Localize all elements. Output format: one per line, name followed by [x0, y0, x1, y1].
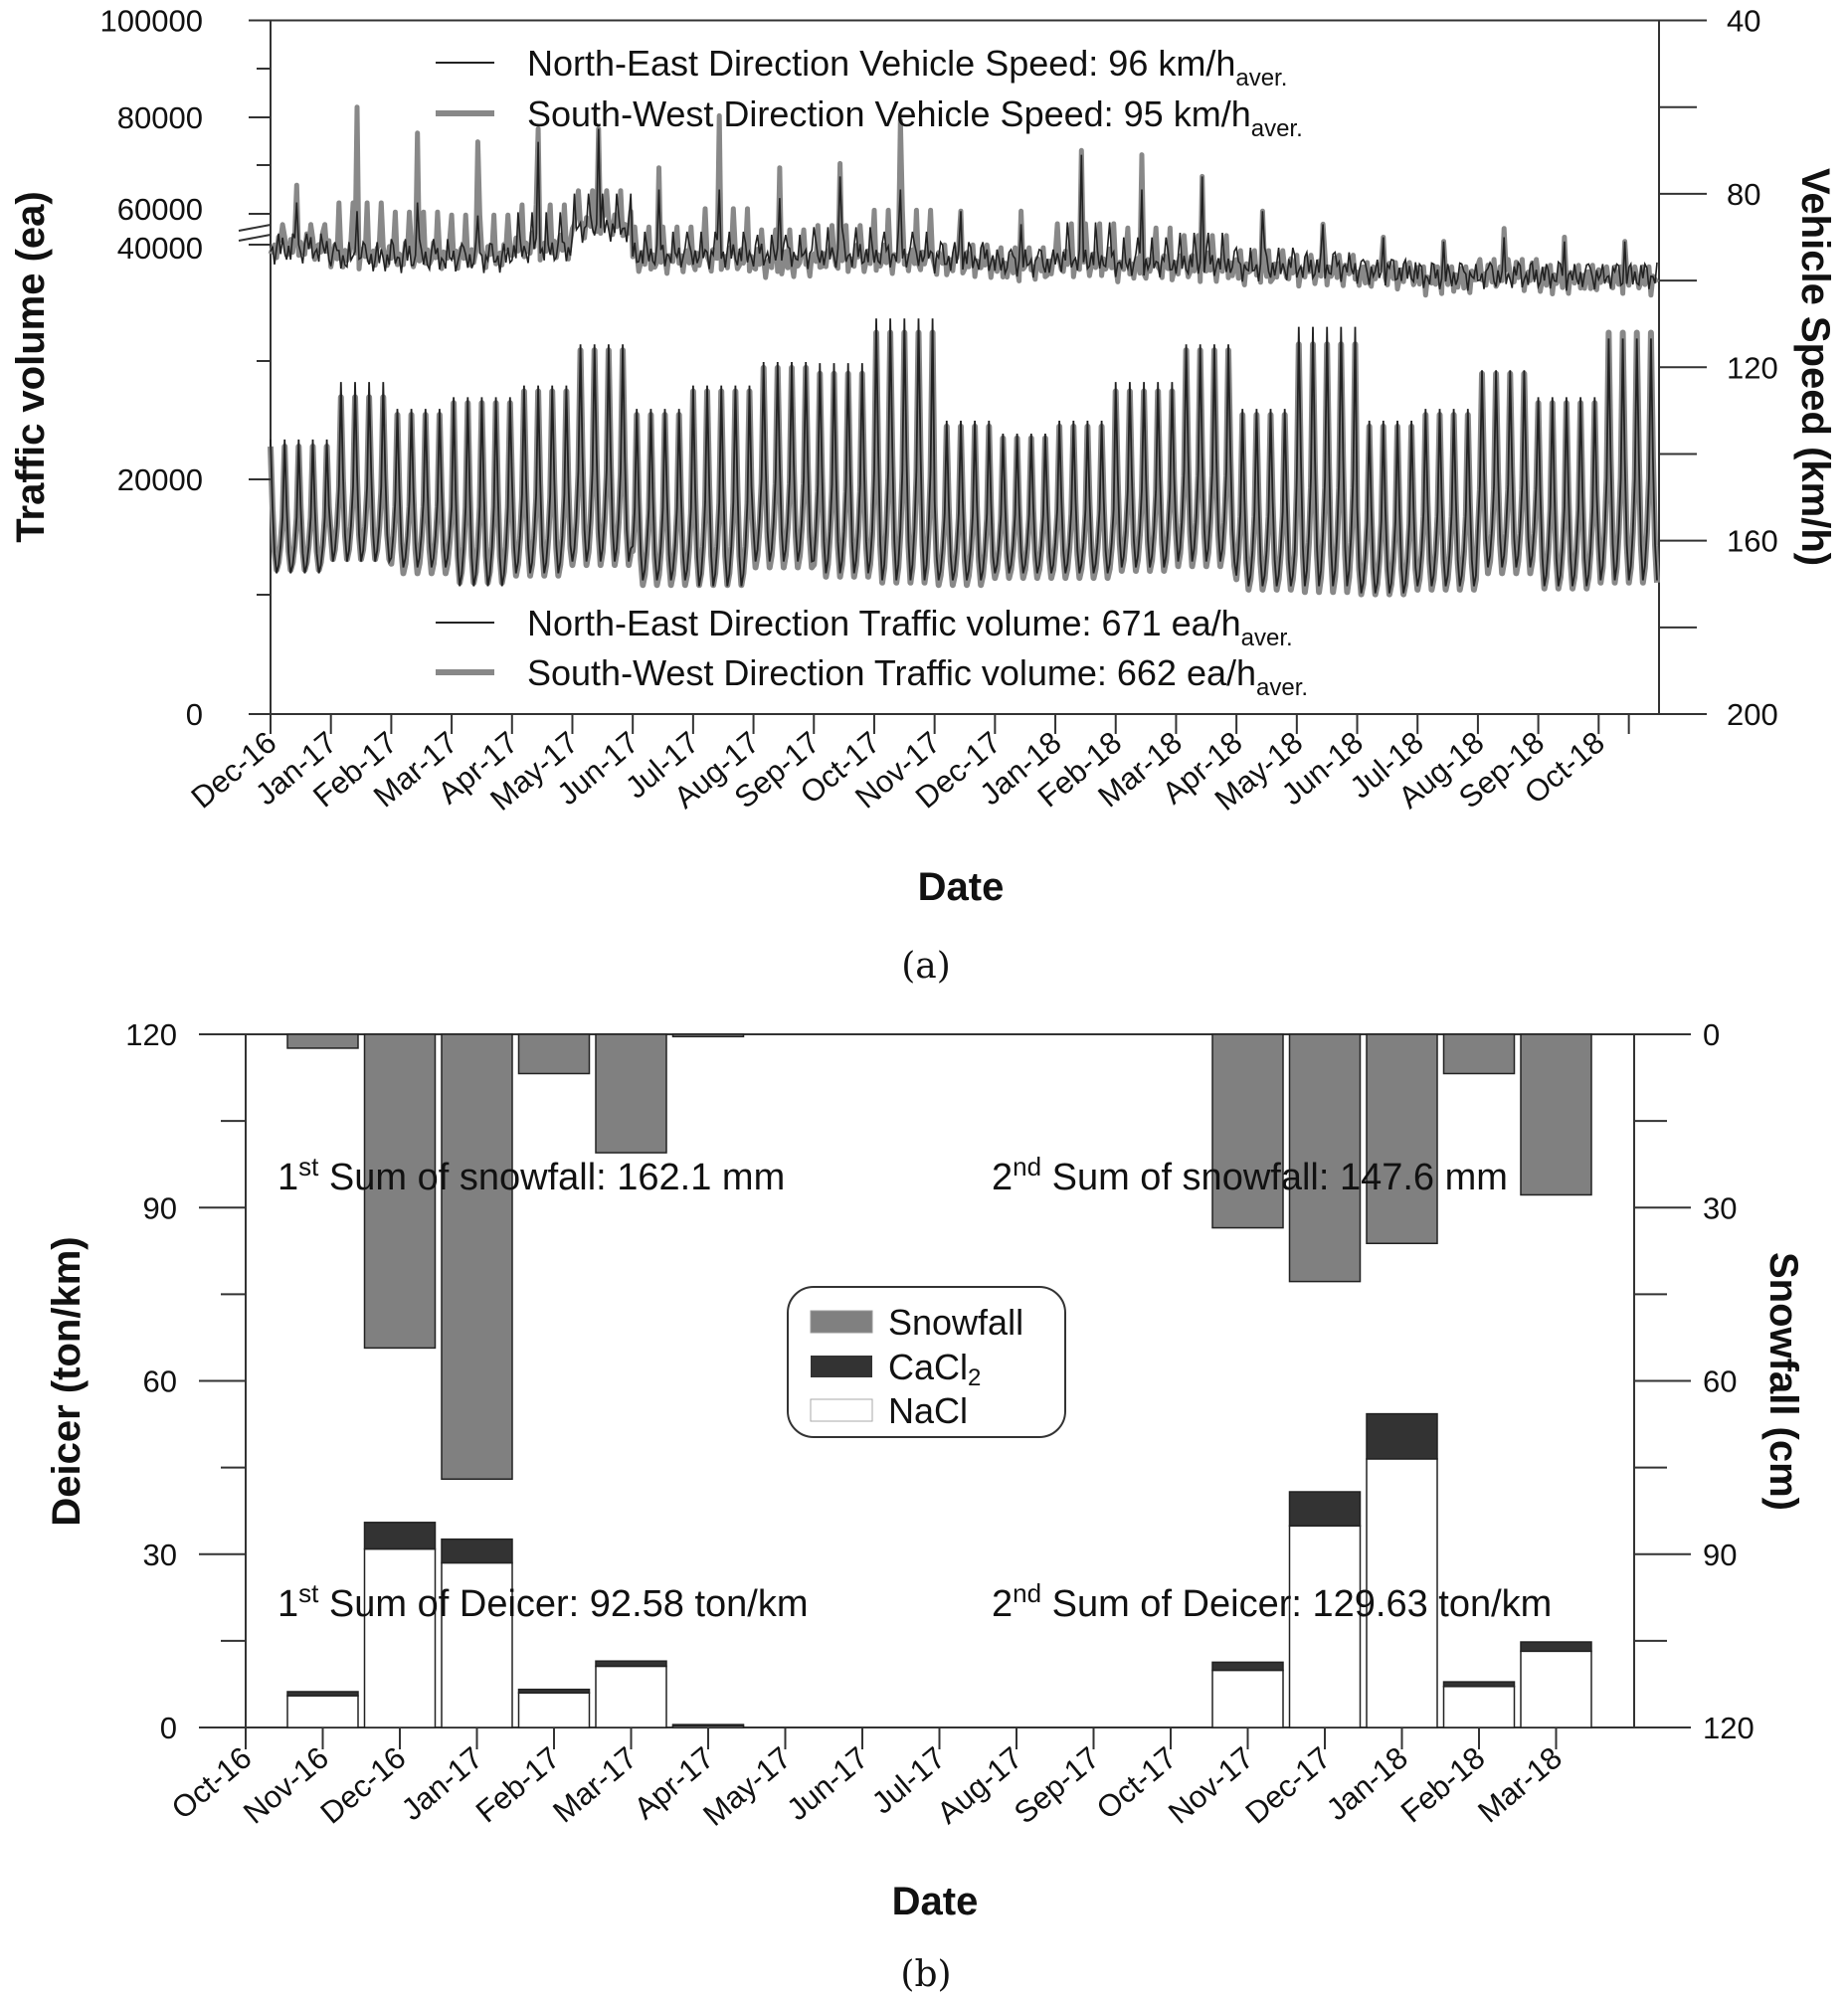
x-tick-label: Feb-17	[469, 1740, 567, 1830]
legend-snowfall-swatch	[810, 1310, 873, 1334]
legend-ne-traffic: North-East Direction Traffic volume: 671…	[527, 603, 1293, 651]
chart-b-bars	[286, 1033, 1592, 1728]
annotation-deicer-2nd: 2nd Sum of Deicer: 129.63 ton/km	[992, 1578, 1552, 1625]
chart-b-left-axis-title: Deicer (ton/km)	[45, 1236, 89, 1526]
bar-snowfall	[517, 1033, 591, 1075]
bar-cacl2	[1366, 1412, 1438, 1460]
y-left-tick-label: 0	[186, 697, 203, 732]
bar-snowfall	[441, 1033, 513, 1480]
bar-snowfall	[1442, 1033, 1516, 1075]
axis-break-mark	[238, 234, 272, 242]
y-left-tick-label: 30	[143, 1538, 177, 1572]
y-right-tick-label: 200	[1727, 697, 1778, 732]
bar-snowfall	[363, 1033, 437, 1350]
y-right-tick-label: 160	[1727, 524, 1778, 559]
x-tick-label: Jan-17	[395, 1740, 489, 1828]
x-tick-label: Jan-18	[1320, 1740, 1414, 1828]
bar-nacl	[1442, 1686, 1516, 1728]
x-tick-label: Dec-16	[313, 1740, 412, 1831]
bar-snowfall	[286, 1033, 359, 1049]
annotation-snowfall-2nd: 2nd Sum of snowfall: 147.6 mm	[992, 1152, 1508, 1198]
x-tick-label: Sep-17	[1008, 1740, 1106, 1831]
y-left-tick-label: 20000	[117, 462, 203, 497]
y-right-tick-label: 30	[1703, 1190, 1737, 1225]
y-left-tick-label: 60000	[117, 192, 203, 227]
bar-nacl	[595, 1665, 667, 1728]
x-tick-label: Mar-18	[1471, 1740, 1569, 1830]
chart-a-right-axis-title: Vehicle Speed (km/h)	[1793, 168, 1837, 566]
chart-b-right-axis-title: Snowfall (cm)	[1761, 1252, 1805, 1511]
y-left-tick-label: 40000	[117, 231, 203, 266]
bar-snowfall	[1520, 1033, 1592, 1196]
bar-snowfall	[671, 1033, 745, 1038]
chart-a-plot-area	[270, 19, 1660, 715]
y-right-tick-label: 120	[1703, 1711, 1755, 1745]
legend-sw-traffic: South-West Direction Traffic volume: 662…	[527, 652, 1308, 701]
y-left-tick-label: 0	[160, 1711, 177, 1745]
chart-b-x-axis-title: Date	[892, 1880, 979, 1923]
y-right-tick-label: 60	[1703, 1364, 1737, 1399]
bar-nacl	[286, 1695, 359, 1728]
legend-cacl2: CaCl2	[888, 1347, 981, 1391]
annotation-snowfall-1st: 1st Sum of snowfall: 162.1 mm	[277, 1152, 785, 1198]
x-tick-label: Dec-17	[1238, 1740, 1337, 1831]
legend-nacl: NaCl	[888, 1390, 968, 1431]
y-right-tick-label: 80	[1727, 177, 1760, 212]
y-right-tick-label: 40	[1727, 4, 1760, 39]
bar-cacl2	[1211, 1661, 1284, 1672]
bar-snowfall	[1211, 1033, 1284, 1229]
chart-a: 0 20000 40000 60000 80000 100000 40 80 120 160 200…	[9, 4, 1837, 988]
bar-nacl	[363, 1547, 437, 1728]
y-left-tick-label: 90	[143, 1190, 177, 1225]
y-left-tick-label: 100000	[100, 4, 203, 39]
series-ne-vehicle-speed	[270, 128, 1658, 291]
chart-b-caption: (b)	[900, 1954, 951, 1995]
bar-cacl2	[286, 1691, 359, 1697]
x-tick-label: Mar-17	[546, 1740, 644, 1830]
bar-cacl2	[1520, 1641, 1592, 1653]
x-tick-label: Jun-17	[780, 1740, 874, 1828]
bar-cacl2	[1442, 1681, 1516, 1688]
x-tick-label: Aug-17	[930, 1740, 1028, 1831]
annotation-deicer-1st: 1st Sum of Deicer: 92.58 ton/km	[277, 1578, 808, 1625]
y-right-tick-label: 120	[1727, 350, 1778, 385]
bar-nacl	[1211, 1669, 1284, 1728]
legend-sw-speed: South-West Direction Vehicle Speed: 95 k…	[527, 93, 1303, 142]
x-tick-label: Feb-18	[1394, 1740, 1492, 1830]
bar-cacl2	[1288, 1491, 1362, 1528]
axis-break-mark	[238, 224, 272, 232]
y-right-tick-label: 90	[1703, 1538, 1737, 1572]
chart-a-x-axis-title: Date	[918, 865, 1005, 909]
bar-snowfall	[1288, 1033, 1362, 1283]
bar-cacl2	[671, 1724, 745, 1727]
bar-nacl	[1288, 1525, 1362, 1728]
bar-cacl2	[363, 1522, 437, 1550]
bar-snowfall	[595, 1033, 667, 1154]
x-tick-label: Nov-17	[1162, 1740, 1260, 1831]
legend-cacl2-swatch	[811, 1356, 872, 1377]
chart-a-left-axis-title: Traffic volume (ea)	[9, 191, 53, 542]
legend-ne-speed: North-East Direction Vehicle Speed: 96 k…	[527, 43, 1287, 91]
chart-a-series	[268, 104, 1660, 598]
bar-cacl2	[441, 1538, 513, 1564]
bar-snowfall	[1366, 1033, 1438, 1245]
chart-a-caption: (a)	[901, 946, 951, 987]
legend-nacl-swatch	[810, 1398, 873, 1422]
legend-snowfall: Snowfall	[888, 1302, 1023, 1343]
y-left-tick-label: 60	[143, 1364, 177, 1399]
series-ne-traffic-volume	[270, 318, 1658, 594]
bar-nacl	[1520, 1650, 1592, 1728]
bar-nacl	[517, 1692, 591, 1728]
y-right-tick-label: 0	[1703, 1017, 1720, 1052]
bar-cacl2	[517, 1688, 591, 1694]
bar-cacl2	[595, 1660, 667, 1668]
x-tick-label: Nov-16	[237, 1740, 335, 1831]
x-tick-label: May-17	[696, 1740, 798, 1833]
chart-b-legend: Snowfall CaCl2 NaCl	[787, 1286, 1066, 1438]
y-left-tick-label: 80000	[117, 100, 203, 135]
y-left-tick-label: 120	[125, 1017, 177, 1052]
